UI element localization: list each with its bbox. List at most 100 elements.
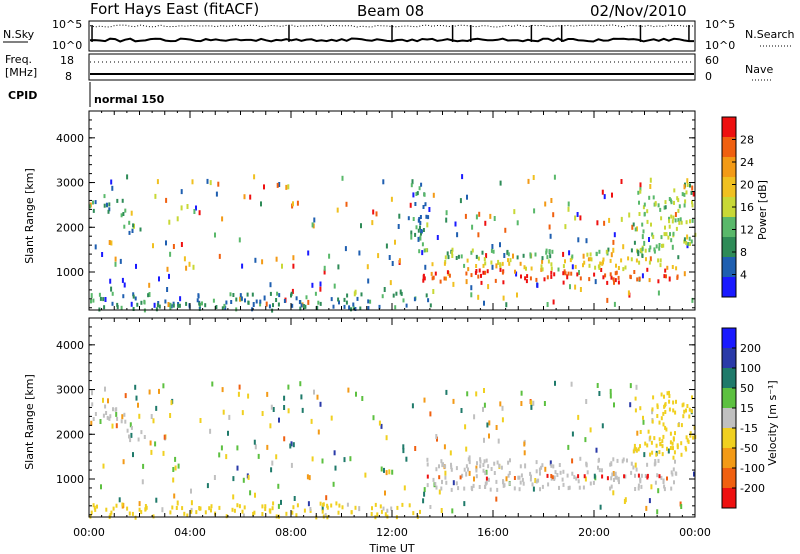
echo-region-point [420,229,423,233]
echo-region-point [134,296,137,301]
echo-region-point [548,249,551,254]
echo-point [323,265,326,271]
echo-region-point [424,202,427,207]
echo-point [337,264,340,270]
echo-point [385,243,388,249]
y-tick-label: 1000 [56,473,84,486]
colorbar-swatch [722,488,736,508]
echo-point [270,404,273,410]
echo-point [568,250,571,256]
echo-region-point [208,506,211,511]
echo-region-point [445,480,448,485]
echo-point [452,480,455,486]
echo-region-point [292,505,295,510]
echo-region-point [517,475,520,480]
echo-region-point [649,435,652,440]
echo-point [321,458,324,464]
echo-region-point [630,461,633,466]
echo-region-point [541,484,544,489]
echo-region-point [500,465,503,470]
echo-point [209,428,212,434]
colorbar-swatch [722,217,736,237]
echo-point [364,472,367,478]
echo-point [543,401,546,406]
echo-point [334,465,337,471]
echo-region-point [635,467,638,472]
echo-point [532,400,535,406]
echo-region-point [435,467,438,472]
echo-point [172,477,175,483]
echo-region-point [546,275,549,280]
echo-region-point [476,461,478,466]
echo-region-point [615,263,617,268]
y-tick-label: 3000 [56,177,84,190]
echo-region-point [423,276,426,281]
y-tick-label: 2000 [56,428,84,441]
echo-point [177,463,180,469]
echo-region-point [558,485,560,490]
echo-region-point [663,487,666,492]
echo-region-point [275,514,278,519]
echo-region-point [588,277,591,282]
echo-point [454,221,457,227]
nave-tick-low: 0 [705,70,712,83]
echo-region-point [526,274,529,279]
echo-region-point [112,506,115,511]
echo-point [236,465,239,471]
echo-point [190,500,193,506]
echo-point [475,465,478,471]
echo-region-point [513,486,516,491]
echo-region-point [418,249,421,254]
echo-region-point [668,216,670,221]
echo-region-point [677,423,680,428]
echo-point [150,449,153,455]
echo-point [383,287,386,292]
echo-region-point [198,506,201,510]
echo-point [534,478,537,483]
echo-point [154,441,157,447]
echo-region-point [522,481,525,486]
echo-point [222,409,225,415]
echo-region-point [680,441,683,446]
echo-region-point [484,261,487,266]
echo-region-point [422,228,425,232]
echo-region-point [689,431,692,436]
echo-region-point [124,208,127,213]
echo-region-point [335,501,338,506]
echo-region-point [129,438,132,443]
echo-region-point [371,506,373,511]
echo-point [488,433,490,439]
echo-region-point [634,227,637,232]
echo-point [107,398,109,404]
echo-point [576,212,579,217]
echo-point [429,411,432,417]
echo-point [347,387,350,393]
echo-point [313,217,316,223]
echo-point [485,253,488,259]
echo-region-point [445,276,447,281]
echo-point [383,467,385,473]
echo-point [631,224,634,230]
echo-region-point [484,270,487,275]
echo-point [278,182,281,187]
echo-point [461,174,464,180]
echo-region-point [689,219,691,224]
echo-region-point [579,456,582,461]
echo-region-point [579,276,582,281]
echo-region-point [450,462,452,467]
echo-point [566,274,569,280]
echo-point [306,474,309,480]
echo-point [686,234,689,240]
echo-point [405,456,408,462]
echo-region-point [583,474,586,479]
echo-point [122,459,125,465]
echo-point [173,493,176,499]
echo-point [523,450,526,456]
colorbar-swatch [722,388,736,408]
echo-point [168,273,170,279]
echo-region-point [690,239,693,244]
echo-point [567,206,570,212]
echo-region-point [650,222,652,227]
echo-region-point [674,410,677,415]
